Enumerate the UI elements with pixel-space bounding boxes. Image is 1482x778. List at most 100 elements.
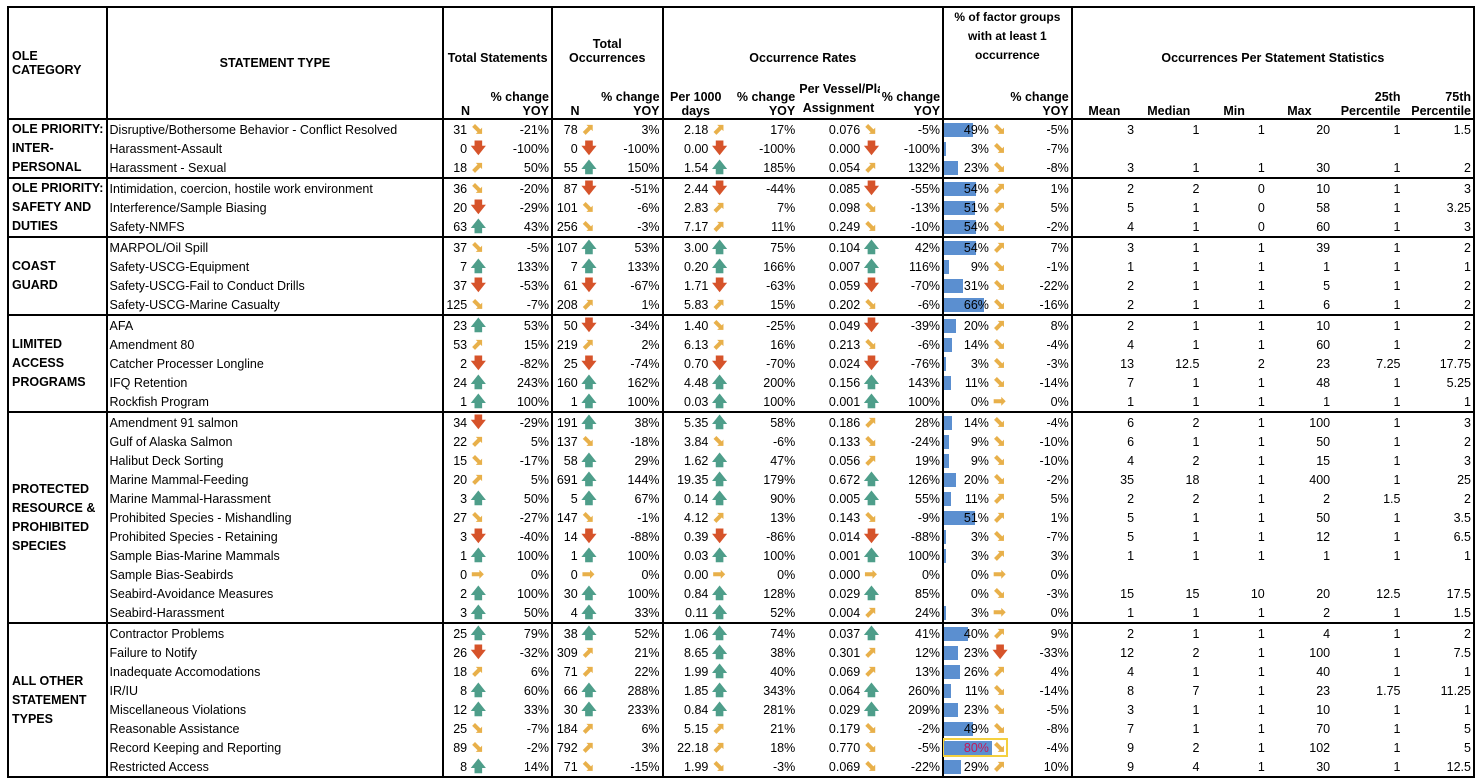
factor-group-bar [944, 182, 977, 196]
occurrences-n: 66 🡅 [552, 681, 597, 700]
row-statement-type: Miscellaneous Violations [106, 700, 445, 719]
rate-per-1000-pct-change: 185% [763, 160, 796, 175]
row-statement-type: Safety-USCG-Equipment [106, 257, 445, 276]
rate-per-vessel-value: 0.007 [828, 259, 861, 274]
stat-p25: 1 [1393, 605, 1401, 620]
statements-n-pct-change: 50% [486, 489, 553, 508]
statements-n-value: 3 [460, 529, 468, 544]
trend-arrow-icon: 🡅 [863, 257, 880, 275]
stat-p75: 2 [1402, 335, 1475, 354]
trend-arrow-icon: ⬊ [864, 335, 877, 353]
rate-per-vessel-value: 0.056 [828, 453, 861, 468]
row-statement-type: Reasonable Assistance [106, 719, 445, 738]
rate-per-vessel-value: 0.001 [828, 394, 861, 409]
stat-p25: 1 [1332, 177, 1403, 198]
statements-n: 0 🡇 [443, 139, 486, 158]
occurrences-n: 5 🡅 [552, 489, 597, 508]
occurrences-n-pct-change: 144% [597, 470, 664, 489]
trend-arrow-icon: ⬈ [712, 335, 726, 353]
stat-max: 2 [1323, 605, 1331, 620]
occurrences-n-value: 5 [570, 491, 578, 506]
trend-arrow-icon: ⬈ [712, 120, 726, 138]
occurrences-n-pct-change: -6% [597, 198, 664, 217]
factor-group-bar [944, 319, 957, 333]
stat-mean: 2 [1071, 314, 1137, 335]
trend-arrow-icon: ⬊ [864, 738, 877, 756]
stat-max: 5 [1323, 278, 1331, 293]
trend-arrow-icon: 🡅 [711, 158, 728, 176]
rate-per-vessel: 0.004 ⬈ [797, 603, 879, 623]
factor-group-bar-cell: 66% ⬊ [943, 295, 1008, 315]
trend-arrow-icon: ⬊ [471, 508, 484, 526]
statements-n-pct-change: 53% [486, 314, 553, 335]
statements-n-value: 8 [460, 759, 468, 774]
factor-group-pct: 9% [970, 259, 989, 274]
stat-median: 15 [1185, 586, 1200, 601]
trend-arrow-icon: 🡇 [470, 413, 487, 431]
trend-arrow-icon: 🡅 [711, 413, 728, 431]
stat-p75: 12.5 [1402, 757, 1475, 777]
rate-per-1000: 0.39 🡇 [663, 527, 728, 546]
header-assignment-label: Assignment [802, 101, 875, 115]
rate-per-1000-value: 0.03 [684, 394, 709, 409]
stat-p25: 1 [1332, 236, 1403, 257]
factor-group-bar [944, 298, 984, 312]
factor-group-bar-cell: 3% ⬊ [943, 139, 1008, 158]
stat-median: 1 [1136, 236, 1202, 257]
rate-per-1000-pct-change: 179% [763, 472, 796, 487]
stat-max: 15 [1316, 453, 1331, 468]
rate-per-vessel-value: 0.004 [828, 605, 861, 620]
stat-p75: 2 [1402, 489, 1475, 508]
rate-per-vessel-value: 0.000 [828, 567, 861, 582]
rate-per-vessel: 0.069 ⬊ [797, 757, 879, 777]
row-statement-type: IR/IU [106, 681, 445, 700]
trend-arrow-icon: 🡅 [470, 624, 487, 642]
factor-group-bar [944, 241, 977, 255]
factor-group-bar-cell: 23% ⬊ [943, 158, 1008, 178]
stat-min: 1 [1257, 645, 1265, 660]
trend-arrow-icon: ⬊ [993, 217, 1006, 235]
stat-max: 6 [1323, 297, 1331, 312]
trend-arrow-icon: 🡇 [863, 139, 880, 157]
factor-group-bar-cell: 3% ⬊ [943, 354, 1008, 373]
occurrences-n-value: 38 [563, 626, 578, 641]
factor-group-bar-cell: 54% ⬊ [943, 217, 1008, 237]
table-row: Failure to Notify 26 🡇 -32% 309 ⬈ 21% 8.65 🡅 3… [8, 643, 1475, 662]
row-statement-type: Failure to Notify [106, 643, 445, 662]
statements-n-pct-change: -7% [486, 295, 553, 315]
stat-min: 1 [1257, 491, 1265, 506]
rate-per-1000: 1.99 🡅 [663, 662, 728, 681]
occurrences-n-value: 191 [556, 415, 578, 430]
rate-per-1000-pct-change: -100% [759, 141, 796, 156]
stat-max: 10 [1266, 314, 1333, 335]
trend-arrow-icon: 🡇 [863, 527, 880, 545]
statements-n: 23 🡅 [443, 314, 487, 335]
occurrences-n-pct-change: 53% [597, 236, 664, 257]
stat-max: 40 [1316, 664, 1331, 679]
trend-arrow-icon: 🡇 [863, 276, 880, 294]
factor-group-pct-change: -3% [1008, 584, 1073, 603]
occurrences-n-value: 256 [556, 219, 578, 234]
stat-p25: 1 [1393, 759, 1401, 774]
rate-per-vessel-pct-change: 100% [879, 546, 945, 565]
trend-arrow-icon: ⬈ [993, 508, 1006, 526]
rate-per-1000: 3.00 🡅 [662, 236, 728, 257]
factor-group-bar-cell: 9% ⬊ [943, 451, 1008, 470]
trend-arrow-icon: ⬈ [581, 738, 595, 756]
rate-per-1000-pct-change: -44% [727, 177, 798, 198]
row-statement-type: IFQ Retention [106, 373, 445, 392]
stat-p25: 1 [1393, 548, 1401, 563]
rate-per-vessel: 0.672 🡅 [797, 470, 879, 489]
stat-median: 1 [1192, 259, 1200, 274]
rate-per-vessel: 0.098 ⬊ [797, 198, 879, 217]
stat-p25: 1 [1393, 529, 1401, 544]
trend-arrow-icon: 🡅 [470, 489, 487, 507]
trend-arrow-icon: 🡅 [863, 700, 880, 718]
rate-per-1000-pct-change: 343% [763, 683, 796, 698]
rate-per-vessel: 0.029 🡅 [797, 584, 879, 603]
stat-mean: 3 [1127, 160, 1135, 175]
stat-median: 1 [1192, 548, 1200, 563]
rate-per-1000-value: 0.20 [684, 259, 709, 274]
table-row: IFQ Retention 24 🡅 243% 160 🡅 162% 4.48 🡅 200%… [8, 373, 1475, 392]
factor-group-pct-change: 1% [1008, 508, 1073, 527]
